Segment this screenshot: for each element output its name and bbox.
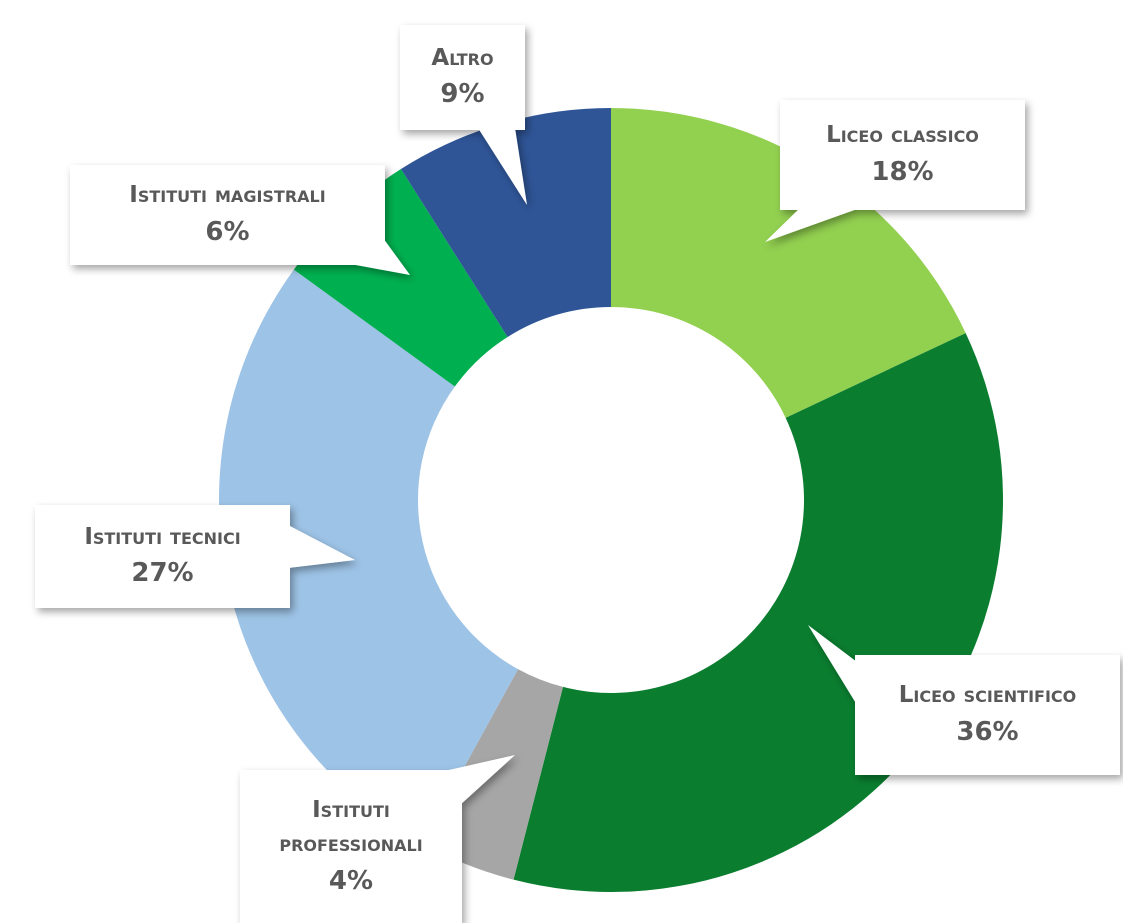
callout-box [70, 165, 385, 265]
value-label: 4% [328, 865, 374, 896]
callout-pointer [808, 625, 857, 705]
donut-slice [611, 108, 966, 418]
callout-pointer [288, 525, 355, 568]
callout-pointer [440, 755, 515, 805]
category-label: Altro [431, 44, 494, 71]
callout-box [400, 25, 525, 130]
category-label: Istituti professionali [279, 796, 423, 858]
category-label: Liceo classico [826, 122, 979, 149]
data-label: Istituti magistrali 6% [70, 165, 385, 265]
data-label: Liceo classico 18% [780, 100, 1025, 210]
value-label: 9% [440, 79, 485, 110]
donut-slice [218, 269, 519, 844]
data-label: Liceo scientifico 36% [855, 655, 1120, 775]
callout-box [35, 505, 290, 608]
value-label: 6% [205, 216, 250, 247]
category-label: Istituti tecnici [84, 523, 241, 550]
callout-box [240, 770, 462, 923]
callout-box [780, 100, 1025, 210]
callout-pointer [345, 238, 410, 275]
donut-slice [400, 108, 611, 338]
value-label: 18% [871, 156, 934, 187]
category-label: Liceo scientifico [898, 682, 1077, 709]
callout-box [855, 655, 1120, 775]
data-label: Istituti tecnici 27% [35, 505, 290, 608]
category-label: Istituti magistrali [129, 182, 326, 209]
value-label: 27% [131, 558, 194, 589]
callout-pointer [765, 208, 860, 242]
donut-slice [513, 333, 1003, 893]
callout-pointer [478, 128, 527, 205]
data-label: Altro 9% [400, 25, 525, 130]
data-label: Istituti professionali 4% [240, 770, 462, 923]
callouts [35, 25, 1120, 923]
value-label: 36% [956, 716, 1019, 747]
